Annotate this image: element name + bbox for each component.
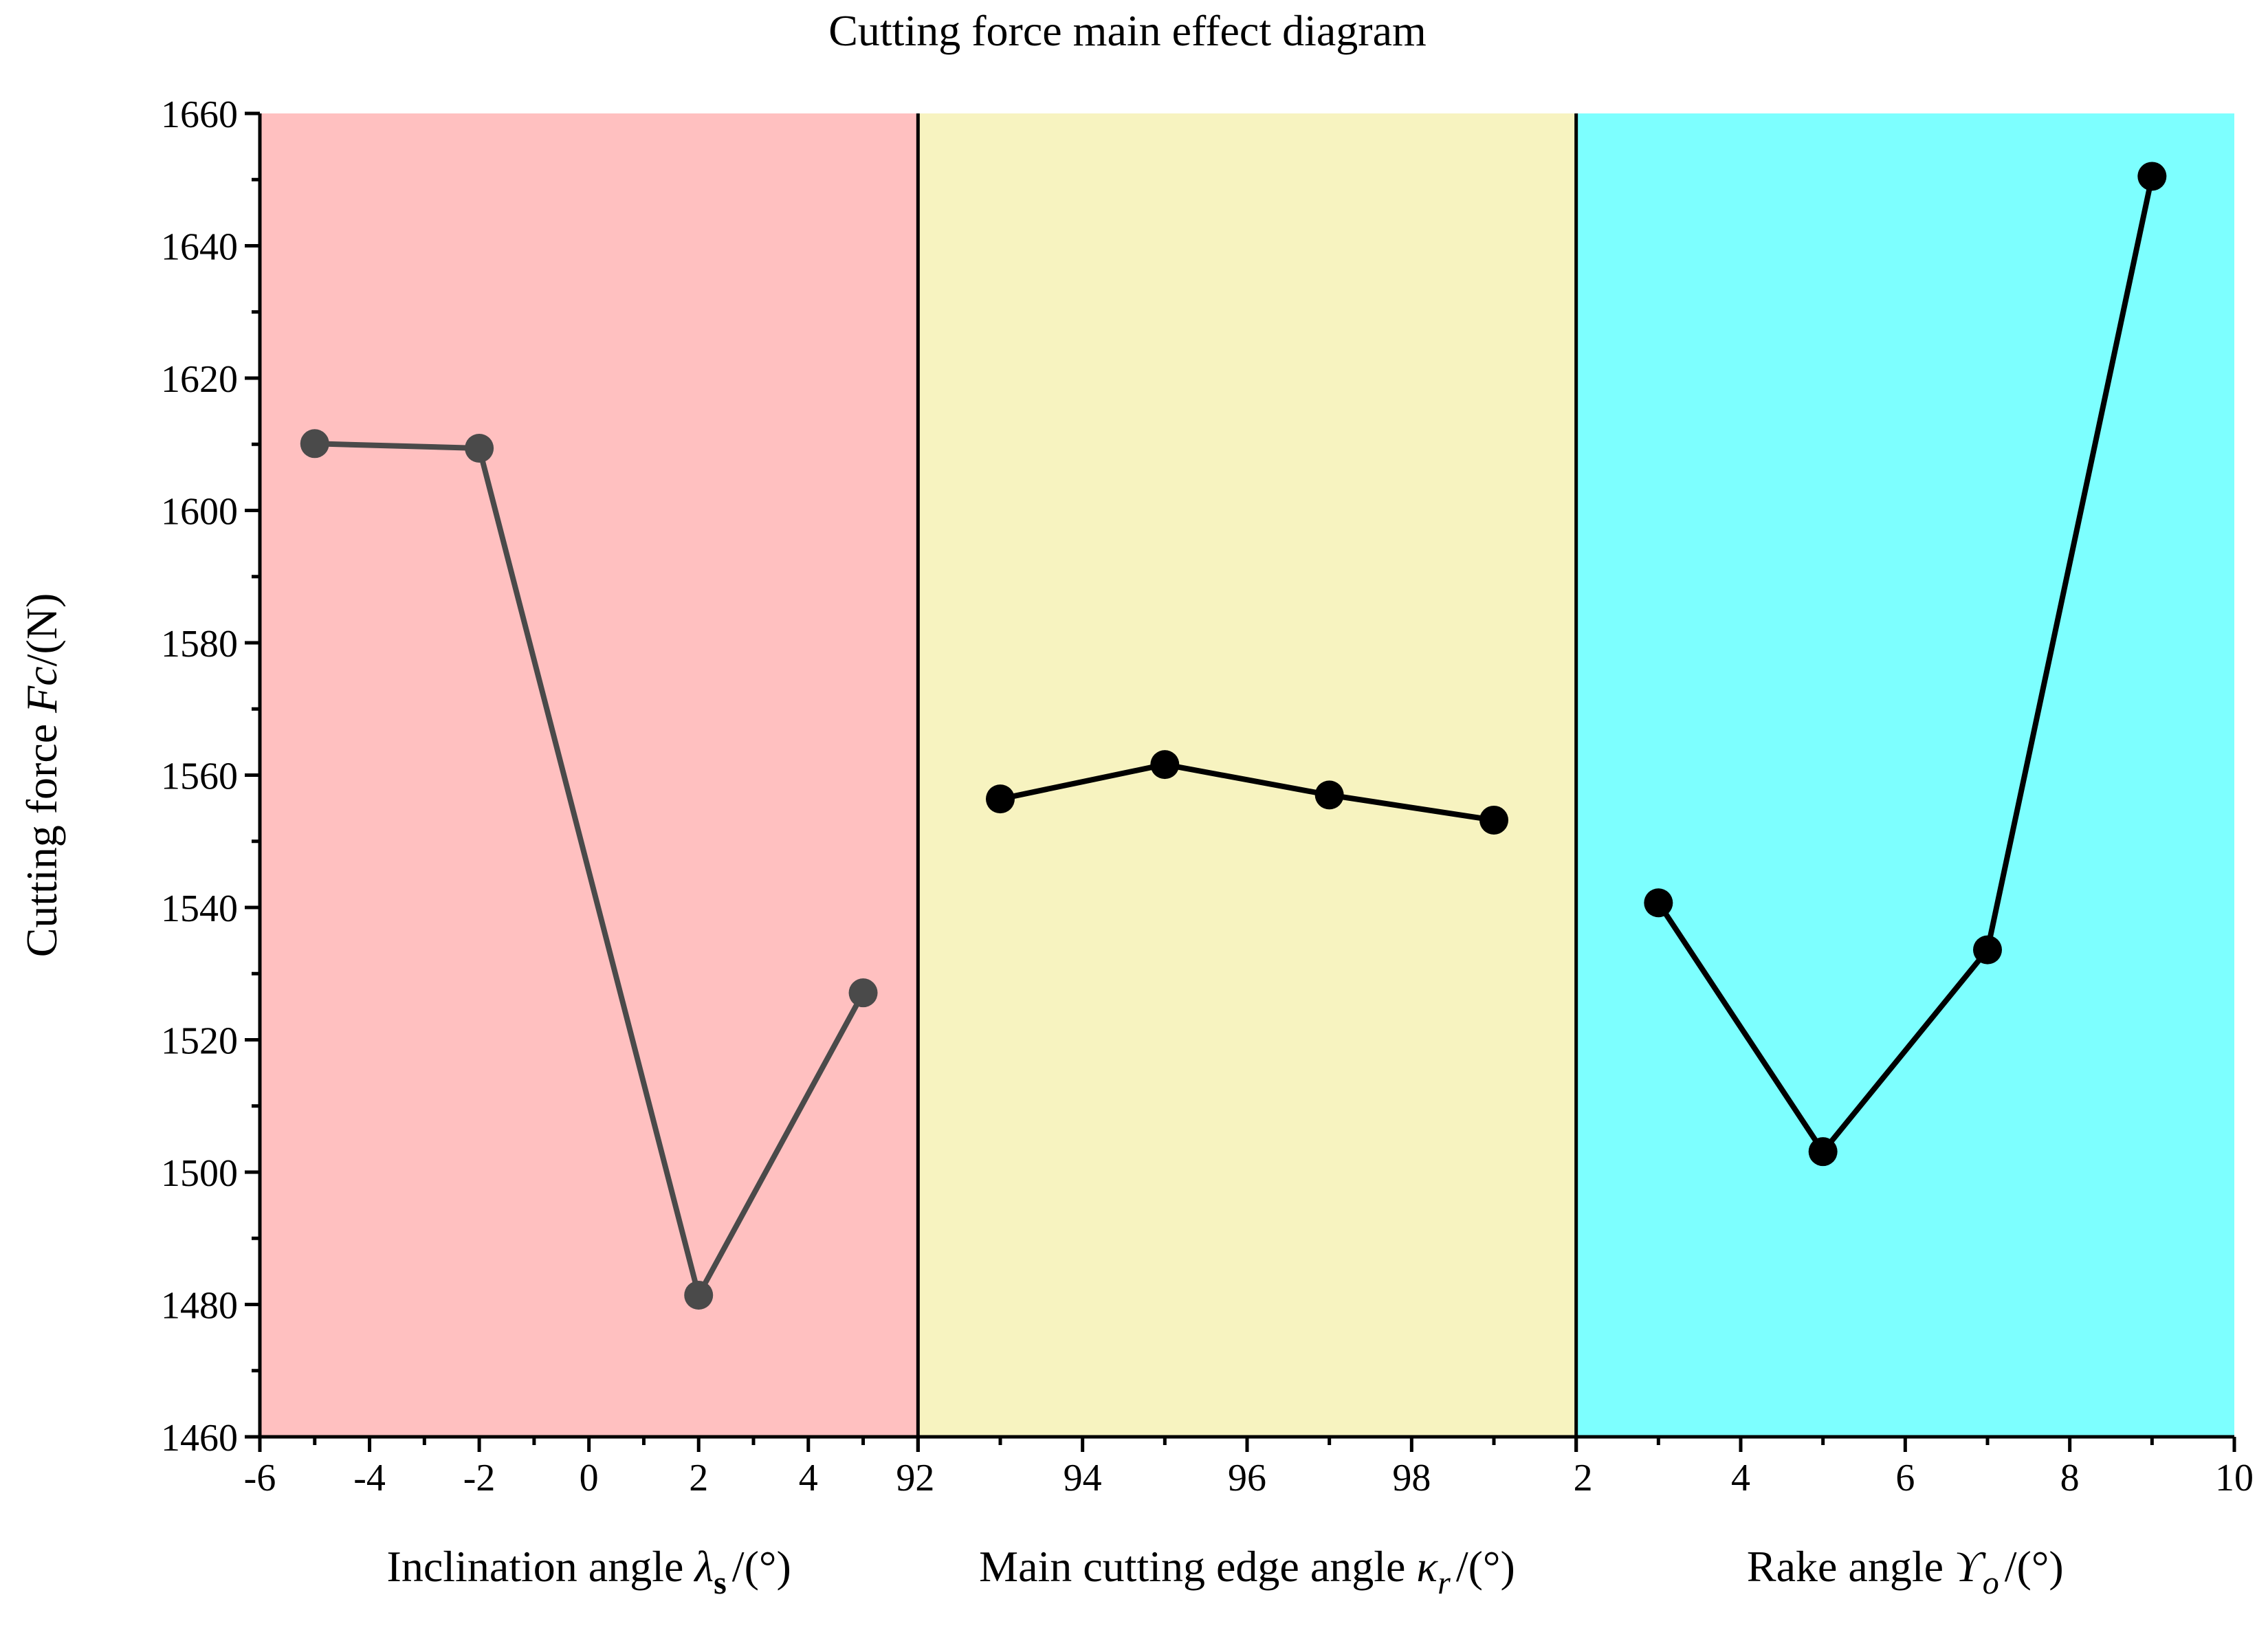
chart-title: Cutting force main effect diagram	[828, 6, 1427, 55]
inclination-angle-data-point	[848, 978, 878, 1008]
y-tick-label: 1640	[161, 226, 238, 269]
series-layer	[300, 162, 2167, 1310]
main-cutting-edge-angle-x-tick-label: 92	[896, 1457, 934, 1499]
main-cutting-edge-angle-x-tick-label: 98	[1392, 1457, 1431, 1499]
rake-angle-x-axis-title-subscript: o	[1983, 1565, 1999, 1601]
y-tick-label: 1520	[161, 1020, 238, 1063]
inclination-angle-x-axis-title-unit: /(°)	[732, 1542, 791, 1591]
y-tick-label: 1540	[161, 888, 238, 930]
rake-angle-x-axis-title-prefix: Rake angle	[1747, 1542, 1955, 1591]
inclination-angle-x-tick-label: -6	[244, 1457, 276, 1499]
main-cutting-edge-angle-x-axis-title-subscript: r	[1438, 1565, 1451, 1601]
label-layer: 1460 1480 1500 1520 1540 1560 1580 1600 1620 1640…	[17, 93, 2254, 1601]
y-axis-title-prefix: Cutting force	[17, 713, 66, 957]
main-cutting-edge-angle-series-line	[1000, 762, 1495, 823]
rake-angle-series-line	[1655, 175, 2155, 1155]
y-tick-label: 1580	[161, 623, 238, 665]
inclination-angle-x-tick-label: 4	[799, 1457, 818, 1499]
inclination-angle-panel-background	[260, 113, 918, 1437]
main-cutting-edge-angle-data-point	[986, 784, 1015, 814]
inclination-angle-x-tick-label: -4	[353, 1457, 386, 1499]
inclination-angle-series-line	[314, 441, 866, 1299]
panel-layer	[260, 113, 2234, 1437]
rake-angle-data-point	[1644, 888, 1673, 918]
rake-angle-x-axis-title: Rake angle ϒo/(°)	[1747, 1542, 2064, 1601]
rake-angle-x-tick-label: 8	[2060, 1457, 2080, 1499]
main-cutting-edge-angle-data-point	[1479, 805, 1508, 835]
y-tick-label: 1660	[161, 93, 238, 136]
y-tick-label: 1600	[161, 491, 238, 533]
inclination-angle-x-tick-label: 2	[689, 1457, 708, 1499]
y-axis-title-unit: /(N)	[17, 593, 66, 667]
y-tick-label: 1500	[161, 1152, 238, 1195]
rake-angle-x-axis-title-unit: /(°)	[2005, 1542, 2064, 1591]
rake-angle-data-point	[2137, 162, 2167, 191]
rake-angle-data-point	[1808, 1137, 1838, 1167]
main-cutting-edge-angle-data-point	[1314, 780, 1344, 810]
rake-angle-x-tick-label: 10	[2215, 1457, 2254, 1499]
main-cutting-edge-angle-panel-background	[918, 113, 1576, 1437]
inclination-angle-x-axis-title: Inclination angle λs/(°)	[387, 1542, 791, 1601]
y-tick-label: 1560	[161, 756, 238, 798]
inclination-angle-x-tick-label: 0	[580, 1457, 599, 1499]
inclination-angle-x-axis-title-subscript: s	[714, 1565, 727, 1601]
rake-angle-panel-background	[1576, 113, 2234, 1437]
main-cutting-edge-angle-data-point	[1150, 750, 1180, 780]
axis-layer	[245, 111, 2236, 1452]
rake-angle-x-axis-title-symbol: ϒ	[1955, 1542, 1986, 1591]
y-tick-label: 1480	[161, 1285, 238, 1328]
inclination-angle-x-axis-title-symbol: λ	[693, 1542, 714, 1591]
main-cutting-edge-angle-x-axis-title-unit: /(°)	[1456, 1542, 1515, 1591]
y-tick-label: 1460	[161, 1417, 238, 1460]
main-cutting-edge-angle-x-tick-label: 96	[1228, 1457, 1266, 1499]
inclination-angle-data-point	[300, 429, 329, 459]
inclination-angle-x-axis-title-prefix: Inclination angle	[387, 1542, 695, 1591]
main-cutting-edge-angle-x-axis-title-prefix: Main cutting edge angle	[979, 1542, 1416, 1591]
inclination-angle-x-tick-label: -2	[463, 1457, 496, 1499]
rake-angle-x-tick-label: 4	[1731, 1457, 1750, 1499]
rake-angle-x-tick-label: 2	[1574, 1457, 1593, 1499]
rake-angle-data-point	[1973, 935, 2002, 965]
y-axis-title-symbol: Fc	[17, 666, 66, 714]
y-tick-label: 1620	[161, 358, 238, 401]
inclination-angle-data-point	[465, 434, 494, 463]
main-cutting-edge-angle-x-axis-title: Main cutting edge angle κr/(°)	[979, 1542, 1515, 1601]
y-axis-title: Cutting force Fc/(N)	[17, 593, 66, 958]
main-cutting-edge-angle-x-axis-title-symbol: κ	[1416, 1542, 1438, 1591]
inclination-angle-data-point	[684, 1281, 714, 1310]
rake-angle-x-tick-label: 6	[1895, 1457, 1915, 1499]
main-cutting-edge-angle-x-tick-label: 94	[1064, 1457, 1102, 1499]
